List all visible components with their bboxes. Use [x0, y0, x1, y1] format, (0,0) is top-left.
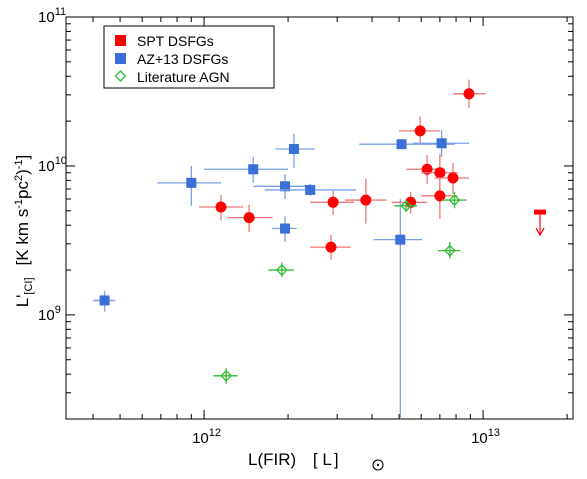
- literature-agn-point: [441, 191, 467, 209]
- plot-frame: [65, 16, 574, 420]
- spt-dsfgs-point: [345, 178, 387, 224]
- spt-dsfgs-point: [399, 116, 440, 146]
- major-ticks: [66, 16, 573, 419]
- literature-agn-point: [213, 367, 238, 384]
- y-axis-title-exp1: -1: [13, 199, 25, 209]
- spt-dsfgs-point: [310, 234, 351, 260]
- az-13-dsfgs-point: [275, 133, 316, 168]
- x-tick-label: 1012: [192, 427, 221, 447]
- y-axis-title-exp2: 2: [13, 175, 25, 181]
- literature-agn-point: [438, 241, 461, 259]
- marker-circle: [327, 196, 339, 208]
- marker-square: [436, 138, 447, 149]
- upper-limit-arrow-head: [535, 227, 545, 237]
- marker-square: [186, 177, 197, 188]
- legend-label-spt: SPT DSFGs: [137, 33, 214, 49]
- y-axis-title-close: ): [13, 169, 32, 175]
- marker-diamond: [443, 244, 456, 257]
- x-axis-title-unit: [ L: [313, 450, 332, 469]
- marker-square: [248, 164, 259, 175]
- minor-ticks: [66, 17, 573, 420]
- spt-dsfgs-point: [199, 194, 244, 221]
- legend-box: [103, 25, 275, 89]
- marker-square: [288, 143, 299, 154]
- marker-circle: [447, 172, 459, 184]
- marker-circle: [421, 163, 433, 175]
- marker-square: [279, 223, 290, 234]
- az-13-dsfgs-point: [412, 129, 469, 157]
- marker-diamond: [275, 264, 288, 276]
- x-axis-title: L(FIR) [ L]: [248, 450, 339, 469]
- az-13-dsfgs-point: [157, 165, 222, 206]
- legend-label-az13: AZ+13 DSFGs: [137, 51, 228, 67]
- marker-square: [99, 295, 110, 306]
- marker-circle: [215, 201, 227, 213]
- marker-circle: [463, 88, 475, 100]
- marker-circle: [243, 212, 255, 224]
- marker-circle: [414, 125, 426, 137]
- az-13-dsfgs-point: [264, 183, 356, 196]
- az-13-dsfgs-point: [253, 174, 316, 199]
- upper-limit-bar: [534, 209, 547, 215]
- y-axis-title-unit: [K km s: [13, 209, 32, 266]
- y-axis-title-exp3: -1: [13, 159, 25, 169]
- marker-square: [395, 234, 406, 245]
- marker-square: [279, 181, 290, 192]
- marker-square: [305, 184, 316, 195]
- x-axis-title-main: L(FIR): [248, 450, 296, 469]
- literature-agn-point: [394, 199, 418, 213]
- sun-symbol: [372, 459, 384, 471]
- marker-diamond: [220, 369, 233, 382]
- x-tick-label: 1013: [471, 427, 500, 447]
- x-axis-title-unit-close: ]: [334, 450, 339, 469]
- y-tick-label: 1011: [38, 6, 66, 26]
- marker-circle: [434, 190, 446, 202]
- y-tick-label: 109: [38, 304, 61, 324]
- az-13-dsfgs-point: [93, 290, 116, 312]
- legend-label-agn: Literature AGN: [137, 69, 230, 85]
- literature-agn-point: [268, 262, 294, 277]
- az-13-dsfgs-point: [204, 156, 289, 183]
- spt-dsfgs-point: [434, 162, 469, 194]
- az-13-dsfgs-point: [271, 216, 297, 242]
- upper-limit-marker: [534, 209, 547, 237]
- spt-dsfgs-point: [391, 191, 428, 214]
- spt-dsfgs-point: [421, 178, 458, 220]
- az-13-dsfgs-point: [373, 198, 423, 419]
- spt-dsfgs-point: [452, 79, 486, 108]
- y-tick-label: 1010: [38, 155, 67, 175]
- marker-circle: [360, 194, 372, 206]
- spt-dsfgs-point: [310, 190, 355, 215]
- marker-diamond: [448, 194, 461, 206]
- y-axis-title-mid: pc: [13, 181, 32, 199]
- y-axis-title: L'[CI][K km s-1pc2)-1]: [13, 155, 35, 308]
- marker-circle: [434, 167, 446, 179]
- y-axis-title-main: L': [13, 295, 32, 308]
- marker-circle: [405, 196, 417, 208]
- y-axis-title-sub: [CI]: [23, 277, 35, 294]
- tick-labels: 1012 1013 109 1010 1011: [38, 6, 500, 447]
- data-points: [93, 79, 547, 419]
- spt-dsfgs-point: [227, 204, 273, 233]
- legend-marker-agn: [114, 70, 127, 82]
- legend-marker-az13: [115, 53, 126, 64]
- marker-square: [396, 139, 407, 150]
- marker-circle: [325, 241, 337, 253]
- marker-diamond: [400, 199, 413, 212]
- legend-marker-spt: [115, 35, 126, 46]
- legend: SPT DSFGs AZ+13 DSFGs Literature AGN: [103, 25, 275, 89]
- y-axis-title-end: ]: [13, 155, 32, 160]
